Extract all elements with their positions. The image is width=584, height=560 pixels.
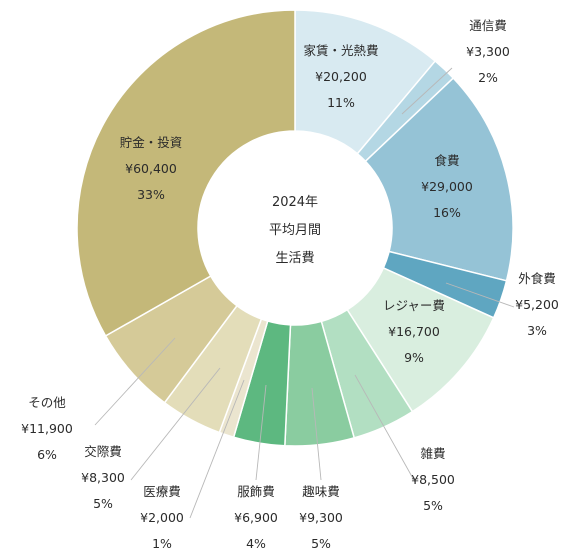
slice-label-amount-7: ¥6,900 xyxy=(234,510,278,525)
center-label-line-3: 生活費 xyxy=(275,251,314,266)
slice-label-amount-0: ¥20,200 xyxy=(315,69,367,84)
slice-label-amount-3: ¥5,200 xyxy=(515,297,559,312)
slice-label-name-3: 外食費 xyxy=(518,271,556,286)
center-label: 2024年 平均月間 生活費 xyxy=(269,195,321,266)
slice-label-pct-4: 9% xyxy=(404,350,424,365)
slice-label-amount-6: ¥9,300 xyxy=(299,510,343,525)
slice-label-pct-1: 2% xyxy=(478,70,498,85)
slice-label-pct-3: 3% xyxy=(527,323,547,338)
leader-line-7 xyxy=(255,384,267,481)
leader-line-1 xyxy=(401,67,453,115)
leader-line-3 xyxy=(445,282,515,308)
slice-label-name-10: その他 xyxy=(28,395,66,410)
leader-line-5 xyxy=(354,374,416,483)
slice-label-amount-11: ¥60,400 xyxy=(125,161,177,176)
slice-label-amount-1: ¥3,300 xyxy=(466,44,510,59)
slice-label-name-11: 貯金・投資 xyxy=(120,135,183,150)
slice-label-name-6: 趣味費 xyxy=(302,484,340,499)
slice-label-amount-5: ¥8,500 xyxy=(411,472,455,487)
slice-label-name-9: 交際費 xyxy=(84,444,122,459)
slice-label-pct-9: 5% xyxy=(93,496,113,511)
slice-label-pct-0: 11% xyxy=(327,95,355,110)
slice-label-amount-10: ¥11,900 xyxy=(21,421,73,436)
slice-11 xyxy=(76,9,296,337)
leader-line-8 xyxy=(189,379,245,519)
slice-label-amount-2: ¥29,000 xyxy=(421,179,473,194)
slice-label-name-7: 服飾費 xyxy=(237,484,275,499)
slice-label-pct-11: 33% xyxy=(137,187,165,202)
leader-line-10 xyxy=(94,337,176,426)
slice-label-name-5: 雑費 xyxy=(420,446,445,461)
slice-label-pct-2: 16% xyxy=(433,205,461,220)
leader-lines xyxy=(94,67,515,519)
slice-label-name-2: 食費 xyxy=(434,153,459,168)
slice-label-pct-6: 5% xyxy=(311,536,331,551)
slice-labels: 家賃・光熱費 ¥20,200 11% 通信費 ¥3,300 2% 食費 ¥29,000 16% 外… xyxy=(21,18,559,551)
center-label-line-1: 2024年 xyxy=(272,195,318,210)
slice-2 xyxy=(364,77,514,282)
slice-label-name-8: 医療費 xyxy=(143,484,181,499)
slice-label-pct-10: 6% xyxy=(37,447,57,462)
slices-layer xyxy=(76,9,514,447)
slice-label-pct-5: 5% xyxy=(423,498,443,513)
slice-label-pct-7: 4% xyxy=(246,536,266,551)
leader-line-9 xyxy=(130,367,221,481)
center-label-line-2: 平均月間 xyxy=(269,223,321,238)
leader-line-6 xyxy=(311,387,322,481)
slice-label-pct-8: 1% xyxy=(152,536,172,551)
slice-label-amount-9: ¥8,300 xyxy=(81,470,125,485)
slice-label-amount-8: ¥2,000 xyxy=(140,510,184,525)
slice-label-name-0: 家賃・光熱費 xyxy=(303,43,378,58)
slice-label-amount-4: ¥16,700 xyxy=(388,324,440,339)
slice-label-name-1: 通信費 xyxy=(469,18,507,33)
slice-label-name-4: レジャー費 xyxy=(383,298,445,313)
